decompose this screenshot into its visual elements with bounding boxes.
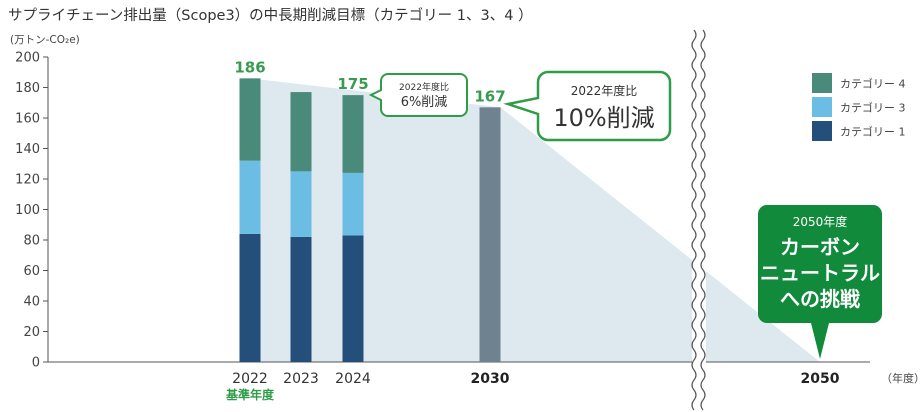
bar-2022-series-1 xyxy=(239,233,261,362)
x-tick-label-2050: 2050 xyxy=(801,371,840,387)
callout-10pct-top: 2022年度比 xyxy=(571,83,638,98)
y-tick-label: 100 xyxy=(15,203,40,218)
callout-6pct-main: 6%削減 xyxy=(401,94,448,110)
bar-2023-series-2 xyxy=(290,171,312,237)
bar-2024-series-1 xyxy=(342,235,364,362)
callout-10pct-main: 10%削減 xyxy=(553,104,654,132)
callout-10pct: 2022年度比 10%削減 xyxy=(503,70,672,142)
bar-2024-series-3 xyxy=(342,95,364,173)
bar-2022-series-2 xyxy=(239,160,261,234)
callout-2050-line-2: ニュートラル xyxy=(760,261,880,285)
total-label-2030: 167 xyxy=(474,87,505,105)
x-tick-label-2030: 2030 xyxy=(471,371,510,387)
base-year-label: 基準年度 xyxy=(225,387,275,402)
y-tick-label: 120 xyxy=(15,173,40,188)
callout-2050-goal: 2050年度 カーボン ニュートラル への挑戦 xyxy=(758,205,882,359)
axis-break-line-left xyxy=(691,29,697,411)
legend-label-1: カテゴリー 1 xyxy=(840,125,906,139)
y-tick-label: 80 xyxy=(23,234,40,249)
legend-swatch-1 xyxy=(812,121,832,141)
callout-6pct-top: 2022年度比 xyxy=(399,81,449,93)
bar-2030-target xyxy=(479,107,501,362)
callout-2050-line-1: カーボン xyxy=(780,235,860,259)
x-tick-label-2024: 2024 xyxy=(335,371,371,387)
legend-swatch-3 xyxy=(812,73,832,93)
x-tick-label-2022: 2022 xyxy=(232,371,268,387)
axis-break-line-right xyxy=(700,29,706,411)
bar-2022-series-3 xyxy=(239,78,261,161)
legend-swatch-2 xyxy=(812,97,832,117)
x-axis-unit: （年度） xyxy=(881,371,920,385)
bar-2023-series-3 xyxy=(290,92,312,172)
callout-6pct: 2022年度比 6%削減 xyxy=(368,73,468,117)
legend-label-2: カテゴリー 3 xyxy=(840,101,906,115)
callout-2050-line-3: への挑戦 xyxy=(780,287,860,311)
y-tick-label: 140 xyxy=(15,142,40,157)
chart-title: サプライチェーン排出量（Scope3）の中長期削減目標（カテゴリー 1、3、4 … xyxy=(8,8,533,24)
y-tick-label: 20 xyxy=(23,325,40,340)
y-tick-label: 180 xyxy=(15,81,40,96)
total-label-2024: 175 xyxy=(337,75,368,93)
y-tick-label: 160 xyxy=(15,112,40,127)
y-tick-label: 0 xyxy=(32,356,40,371)
total-label-2022: 186 xyxy=(234,58,265,76)
reduction-pathway-area xyxy=(250,78,820,362)
x-tick-label-2023: 2023 xyxy=(283,371,319,387)
y-tick-label: 200 xyxy=(15,51,40,66)
axis-break xyxy=(691,28,706,411)
bar-2023-series-1 xyxy=(290,236,312,362)
bar-2024-series-2 xyxy=(342,172,364,236)
callout-2050-top: 2050年度 xyxy=(793,214,848,229)
y-tick-label: 60 xyxy=(23,264,40,279)
y-tick-label: 40 xyxy=(23,295,40,310)
legend-label-3: カテゴリー 4 xyxy=(840,77,906,91)
legend: カテゴリー 4 カテゴリー 3 カテゴリー 1 xyxy=(812,73,906,141)
y-axis-unit: (万トン-CO₂e) xyxy=(10,34,80,46)
